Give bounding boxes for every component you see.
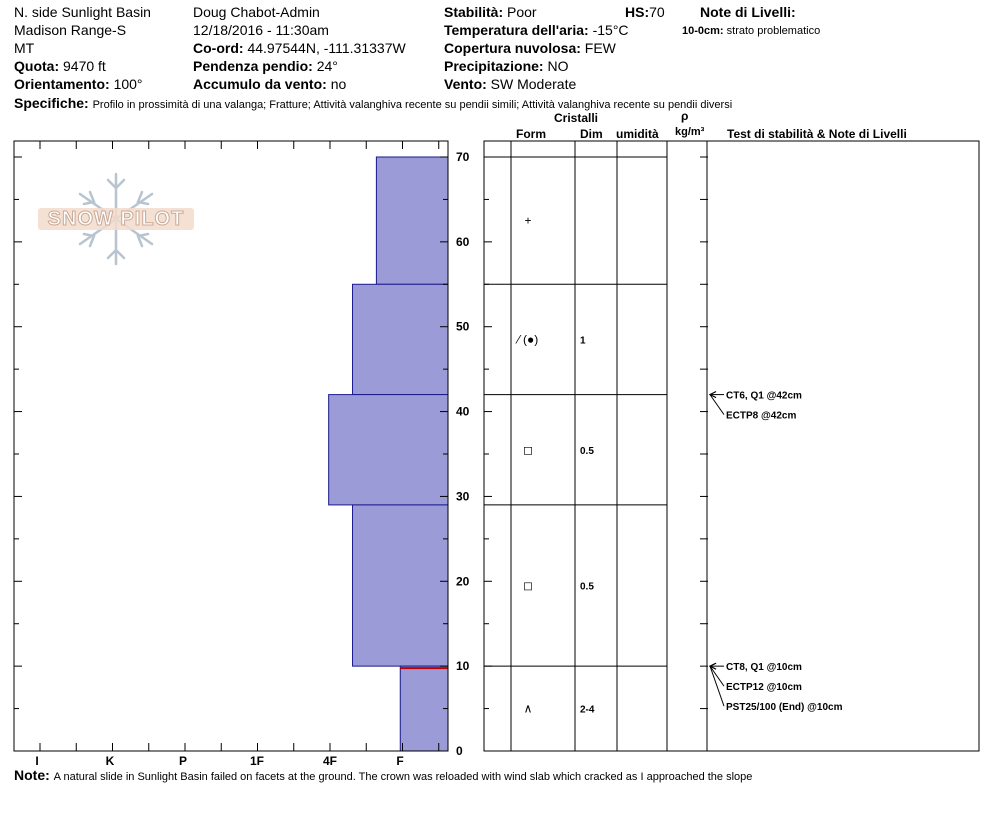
y-tick-label: 30 [456,489,470,503]
grain-size: 0.5 [580,582,594,593]
test-arrow [708,391,717,399]
grain-form: ◻ [523,579,533,593]
stability-test: CT6, Q1 @42cm [726,391,802,402]
cloud-cover: Copertura nuvolosa: FEW [444,40,616,56]
note-text: A natural slide in Sunlight Basin failed… [53,771,753,783]
cloud-value: FEW [584,40,616,56]
hardness-bar-2 [328,394,449,506]
coordinates: Co-ord: 44.97544N, -111.31337W [193,40,406,56]
y-tick-label: 10 [456,659,470,673]
grain-size: 2-4 [580,705,595,716]
stability: Stabilità: Poor [444,4,537,20]
specs-label: Specifiche: [14,95,89,111]
layer-notes-title: Note di Livelli: [700,4,796,20]
stability-test: PST25/100 (End) @10cm [726,702,843,713]
logo-text: SNOW PILOT [47,208,185,231]
observer: Doug Chabot-Admin [193,4,320,20]
hardness-tick-label: K [106,754,115,768]
test-arrow [708,662,717,670]
dim-header: Dim [580,127,603,141]
cloud-label: Copertura nuvolosa: [444,40,581,56]
slope-label: Pendenza pendio: [193,58,313,74]
hs: HS:70 [625,4,665,20]
specs-text: Profilo in prossimità di una valanga; Fr… [92,99,733,111]
y-tick-label: 20 [456,574,470,588]
y-tick-label: 50 [456,320,470,334]
crystals-frame [483,140,980,752]
stability-test: ECTP12 @10cm [726,682,802,693]
temp-value: -15°C [592,22,629,38]
stability-label: Stabilità: [444,4,504,20]
grain-form: ∧ [524,702,533,716]
hardness-frame [13,140,449,752]
y-tick-label: 70 [456,150,470,164]
orient-value: 100° [113,76,143,92]
note: Note: A natural slide in Sunlight Basin … [14,767,752,784]
hardness-tick-label: I [35,754,38,768]
precip-value: NO [547,58,569,74]
slope-value: 24° [316,58,338,74]
wind-load: Accumulo da vento: no [193,76,346,92]
wind-load-label: Accumulo da vento: [193,76,327,92]
note-label: Note: [14,767,50,783]
precipitation: Precipitazione: NO [444,58,568,74]
wind-value: SW Moderate [490,76,577,92]
y-tick-label: 60 [456,235,470,249]
range: Madison Range-S [14,22,127,38]
wind-label: Vento: [444,76,487,92]
grain-size: 0.5 [580,446,594,457]
hs-label: HS: [625,4,650,20]
hardness-bar-4 [399,665,449,752]
crystals-header: Cristalli [554,111,599,125]
stability-test: ECTP8 @42cm [726,411,796,422]
test-pointer [709,665,725,687]
form-header: Form [516,127,546,141]
test-pointer [709,665,725,707]
test-pointer [709,394,725,415]
density-unit: kg/m³ [675,126,705,138]
quota-value: 9470 ft [63,58,106,74]
hardness-tick-label: 1F [250,754,264,768]
quota: Quota: 9470 ft [14,58,106,74]
stability-value: Poor [507,4,537,20]
orient-label: Orientamento: [14,76,110,92]
coord-value: 44.97544N, -111.31337W [247,40,406,56]
hs-value: 70 [649,4,665,20]
layer-note-text: strato problematico [726,25,821,37]
wind: Vento: SW Moderate [444,76,576,92]
stability-test: CT8, Q1 @10cm [726,662,802,673]
grain-form: ⁄ (●) [515,332,539,346]
hardness-tick-label: F [396,754,403,768]
snowpilot-logo: SNOW PILOT [38,170,194,268]
hardness-bar-0 [375,156,449,285]
layer-note: 10-0cm: strato problematico [682,25,820,38]
wind-load-value: no [330,76,347,92]
grain-form: ◻ [523,443,533,457]
layer-note-depth: 10-0cm: [682,25,724,37]
location: N. side Sunlight Basin [14,4,151,20]
tests-header: Test di stabilità & Note di Livelli [727,127,907,141]
hardness-tick-label: 4F [323,754,337,768]
y-tick-label: 0 [456,744,463,758]
quota-label: Quota: [14,58,60,74]
hardness-bar-3 [352,504,449,667]
datetime: 12/18/2016 - 11:30am [193,22,329,38]
temp-label: Temperatura dell'aria: [444,22,589,38]
slope: Pendenza pendio: 24° [193,58,338,74]
density-symbol: ρ [681,109,689,123]
specifications: Specifiche: Profilo in prossimità di una… [14,95,732,112]
precip-label: Precipitazione: [444,58,544,74]
orientation: Orientamento: 100° [14,76,143,92]
grain-form: + [524,214,531,228]
hardness-bar-1 [352,283,449,396]
air-temp: Temperatura dell'aria: -15°C [444,22,629,38]
coord-label: Co-ord: [193,40,244,56]
y-tick-label: 40 [456,405,470,419]
hardness-tick-label: P [179,754,187,768]
grain-size: 1 [580,335,586,346]
moisture-header: umidità [616,127,659,141]
state: MT [14,40,35,56]
